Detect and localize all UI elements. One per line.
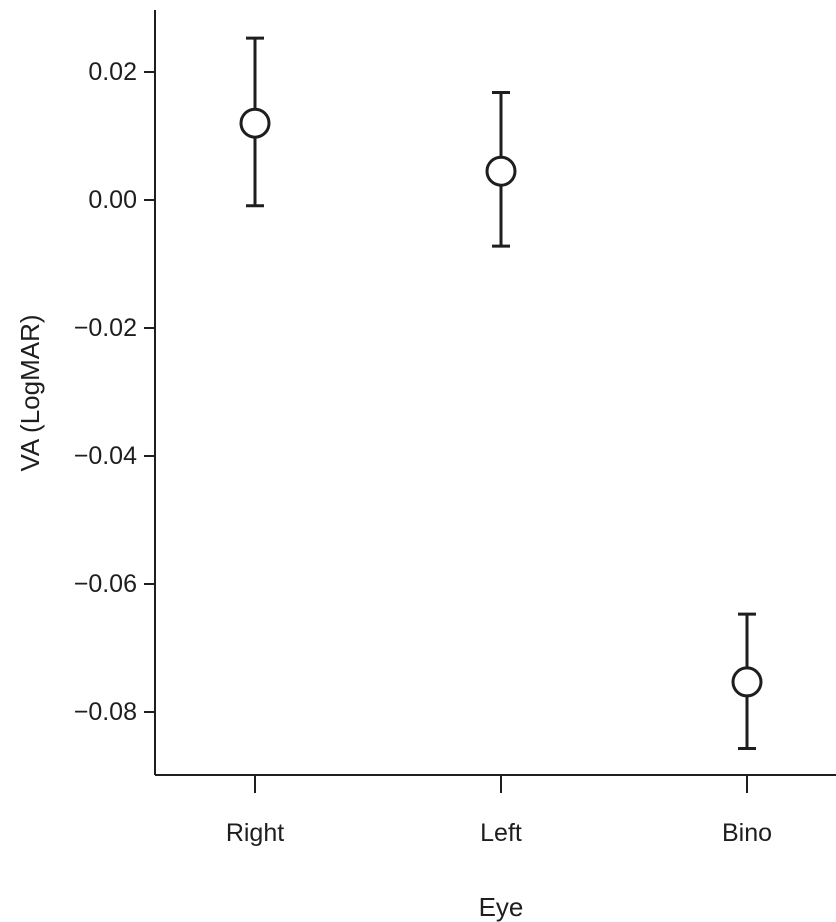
y-tick-label: −0.04: [74, 442, 137, 470]
mean-marker: [239, 107, 271, 139]
mean-marker: [731, 666, 763, 698]
data-point-bino: [731, 612, 763, 750]
x-ticks: Right Left Bino: [226, 775, 772, 847]
data-point-right: [239, 36, 271, 208]
data-points: [239, 36, 763, 750]
mean-marker: [485, 155, 517, 187]
x-tick-label-right: Right: [226, 819, 284, 847]
y-tick-label: 0.00: [88, 186, 137, 214]
x-tick-label-left: Left: [480, 819, 522, 847]
data-point-left: [485, 90, 517, 248]
axes: [154, 10, 836, 776]
x-tick-label-bino: Bino: [722, 819, 772, 847]
y-axis-label: VA (LogMAR): [15, 314, 45, 471]
y-tick-label: −0.02: [74, 314, 137, 342]
y-tick-label: −0.06: [74, 570, 137, 598]
y-tick-label: −0.08: [74, 698, 137, 726]
y-tick-label: 0.02: [88, 58, 137, 86]
x-axis-label: Eye: [479, 892, 524, 922]
y-ticks: 0.02 0.00 −0.02 −0.04 −0.06 −0.08: [74, 58, 155, 726]
